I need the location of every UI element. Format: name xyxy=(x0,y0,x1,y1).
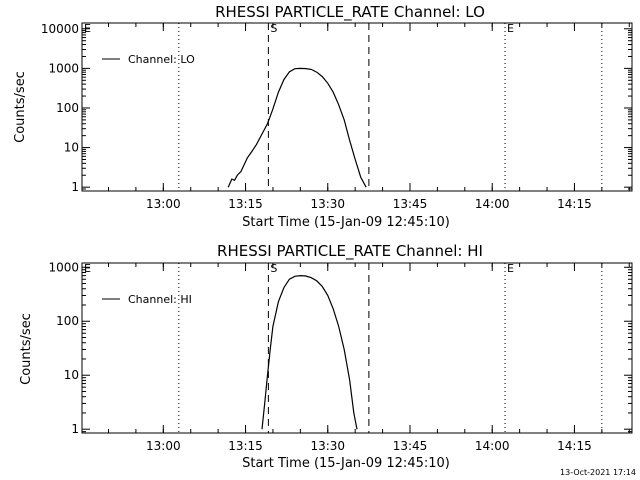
panel-lo-title: RHESSI PARTICLE_RATE Channel: LO xyxy=(215,3,485,22)
y-tick-label: 100 xyxy=(56,314,79,328)
x-tick-label: 13:30 xyxy=(310,197,345,211)
x-tick-label: 14:00 xyxy=(475,197,510,211)
panel-lo-series xyxy=(227,67,367,188)
panel-lo-legend: Channel: LO xyxy=(102,53,195,66)
y-tick-label: 10000 xyxy=(41,22,79,36)
panel-hi-ticks: 13:00 13:15 13:30 13:45 14:00 14:15 1 10 100 1000 xyxy=(48,260,632,453)
x-tick-label: 14:15 xyxy=(557,197,592,211)
y-tick-label: 10 xyxy=(64,141,79,155)
x-tick-label: 14:00 xyxy=(475,439,510,453)
time-marker-label: E xyxy=(84,262,91,275)
y-tick-label: 1 xyxy=(71,422,79,436)
series-line xyxy=(227,67,367,188)
x-tick-label: 13:00 xyxy=(146,197,181,211)
x-tick-label: 13:15 xyxy=(228,197,263,211)
y-tick-label: 100 xyxy=(56,101,79,115)
legend-label-hi: Channel: HI xyxy=(128,293,192,306)
panel-hi-title: RHESSI PARTICLE_RATE Channel: HI xyxy=(217,242,483,261)
panel-hi-legend: Channel: HI xyxy=(102,293,192,306)
x-tick-label: 13:30 xyxy=(310,439,345,453)
x-tick-label: 13:15 xyxy=(228,439,263,453)
time-marker-label: S xyxy=(270,262,277,275)
panel-lo-ylabel: Counts/sec xyxy=(13,71,28,143)
panel-hi: RHESSI PARTICLE_RATE Channel: HI E S E 13:… xyxy=(19,242,633,471)
y-tick-label: 1000 xyxy=(48,260,79,274)
legend-label-lo: Channel: LO xyxy=(128,53,195,66)
time-marker-label: E xyxy=(507,22,514,35)
x-tick-label: 13:45 xyxy=(393,439,428,453)
time-marker-label: E xyxy=(507,262,514,275)
panel-hi-ylabel: Counts/sec xyxy=(19,313,34,385)
x-tick-label: 14:15 xyxy=(557,439,592,453)
panel-lo-ticks: 13:00 13:15 13:30 13:45 14:00 14:15 1 10 100 1000… xyxy=(41,22,632,211)
panel-hi-xlabel: Start Time (15-Jan-09 12:45:10) xyxy=(242,456,450,471)
y-tick-label: 1 xyxy=(71,180,79,194)
series-line xyxy=(261,274,358,430)
y-tick-label: 1000 xyxy=(48,61,79,75)
time-marker-label: S xyxy=(270,22,277,35)
footer-timestamp: 13-Oct-2021 17:14 xyxy=(560,468,636,477)
panel-hi-series xyxy=(261,274,358,430)
panel-lo-xlabel: Start Time (15-Jan-09 12:45:10) xyxy=(242,215,450,230)
x-tick-label: 13:45 xyxy=(393,197,428,211)
x-tick-label: 13:00 xyxy=(146,439,181,453)
panel-hi-frame xyxy=(81,262,633,434)
y-tick-label: 10 xyxy=(64,368,79,382)
